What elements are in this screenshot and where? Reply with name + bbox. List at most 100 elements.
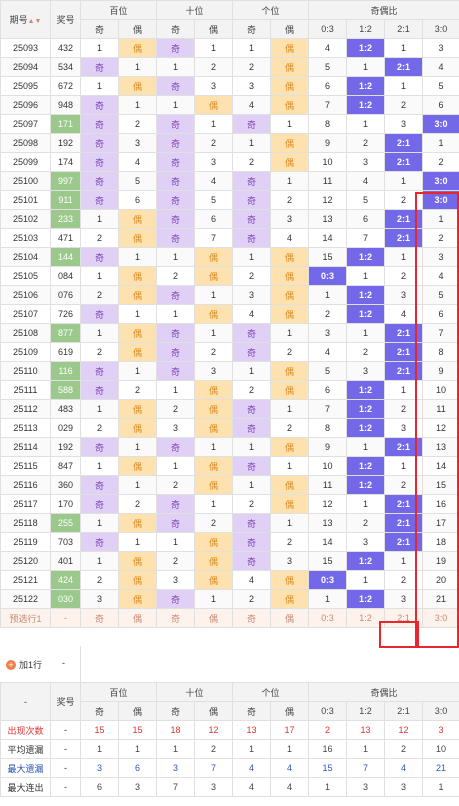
- tens-even-cell: 偶: [194, 266, 234, 286]
- ratio-0-3-cell: 9: [308, 437, 348, 457]
- ratio-3-0-cell: 17: [422, 513, 459, 533]
- issue-cell: 25114: [0, 437, 51, 457]
- stats-units-odd: 奇: [232, 701, 272, 721]
- stats-tens-even-value: 12: [194, 720, 234, 740]
- units-even-cell: 4: [270, 228, 310, 248]
- prize-number-cell: 116: [50, 361, 81, 381]
- tens-odd-cell: 奇: [156, 152, 196, 172]
- tens-even-cell: 偶: [194, 456, 234, 476]
- issue-column-header[interactable]: 期号▲▼: [0, 0, 51, 39]
- preselect-units-even[interactable]: 偶: [270, 608, 310, 628]
- stats-tens-odd-value: 3: [156, 758, 196, 778]
- ratio-3-0-cell: 3:0: [422, 171, 459, 191]
- ratio-3-0-cell: 6: [422, 304, 459, 324]
- stats-ratio-3-0-value: 10: [422, 739, 459, 759]
- preselect-tens-even[interactable]: 偶: [194, 608, 234, 628]
- units-even-cell: 偶: [270, 361, 310, 381]
- ratio-1-2-cell: 1:2: [346, 399, 386, 419]
- prize-number-cell: 192: [50, 133, 81, 153]
- ratio-1-2-cell: 1:2: [346, 589, 386, 609]
- stats-tens-even-value: 7: [194, 758, 234, 778]
- ratio-2-1-cell: 2:1: [384, 494, 424, 514]
- prize-number-cell: 619: [50, 342, 81, 362]
- tens-even-cell: 2: [194, 133, 234, 153]
- ratio-0-3-cell: 10: [308, 456, 348, 476]
- hundreds-even-cell: 偶: [117, 551, 158, 571]
- hundreds-odd-cell: 奇: [80, 304, 119, 324]
- tens-even-cell: 偶: [194, 551, 234, 571]
- units-even-cell: 1: [270, 171, 310, 191]
- preselect-row[interactable]: 预选行1- 奇偶奇偶奇偶 0:3 1:2 2:1 3:0: [0, 608, 459, 628]
- ratio-3-0-cell: 3:0: [422, 114, 459, 134]
- ratio-2-1-cell: 2:1: [384, 342, 424, 362]
- units-even-cell: 偶: [270, 76, 310, 96]
- ratio-2-1-cell: 2: [384, 95, 424, 115]
- hundreds-even-cell: 2: [117, 380, 158, 400]
- ratio-0-3-cell: 10: [308, 152, 348, 172]
- units-even-cell: 偶: [270, 380, 310, 400]
- stats-units-odd-value: 13: [232, 720, 272, 740]
- prize-number-cell: 672: [50, 76, 81, 96]
- units-even-cell: 偶: [270, 266, 310, 286]
- hundreds-odd-cell: 1: [80, 323, 119, 343]
- hundreds-odd-cell: 2: [80, 228, 119, 248]
- preselect-tens-odd[interactable]: 奇: [156, 608, 196, 628]
- units-odd-cell: 2: [232, 57, 272, 77]
- ratio-2-1-cell: 2: [384, 266, 424, 286]
- issue-cell: 25106: [0, 285, 51, 305]
- stats-hundreds-odd-value: 6: [80, 777, 119, 797]
- stats-tens-odd-value: 1: [156, 739, 196, 759]
- ratio-2-1-cell: 2:1: [384, 133, 424, 153]
- preselect-ratio-1-2[interactable]: 1:2: [346, 608, 386, 628]
- units-odd-cell: 1: [232, 133, 272, 153]
- hundreds-even-cell: 3: [117, 133, 158, 153]
- preselect-ratio-3-0[interactable]: 3:0: [422, 608, 459, 628]
- ratio-0-3-cell: 11: [308, 171, 348, 191]
- preselect-units-odd[interactable]: 奇: [232, 608, 272, 628]
- hundreds-odd-cell: 2: [80, 342, 119, 362]
- tens-even-cell: 2: [194, 57, 234, 77]
- stats-row-label: 出现次数: [0, 720, 51, 740]
- table-row: 25101 911 奇 6 奇 5 奇 2 12 5 2 3:0: [0, 190, 459, 210]
- ratio-1-2-cell: 2: [346, 513, 386, 533]
- units-even-cell: 偶: [270, 285, 310, 305]
- prize-number-cell: 170: [50, 494, 81, 514]
- table-row: 25097 171 奇 2 奇 1 奇 1 8 1 3 3:0: [0, 114, 459, 134]
- units-even-cell: 1: [270, 114, 310, 134]
- units-odd-cell: 2: [232, 152, 272, 172]
- ratio-2-1-cell: 1: [384, 380, 424, 400]
- tens-odd-cell: 奇: [156, 494, 196, 514]
- stats-row-label: 平均遗漏: [0, 739, 51, 759]
- units-even-cell: 偶: [270, 570, 310, 590]
- ratio-3-0-cell: 21: [422, 589, 459, 609]
- preselect-ratio-0-3[interactable]: 0:3: [308, 608, 348, 628]
- add-row-button[interactable]: + 加1行: [6, 658, 42, 671]
- units-odd-header: 奇: [232, 19, 272, 39]
- tens-odd-cell: 奇: [156, 437, 196, 457]
- ratio-1-2-cell: 1:2: [346, 456, 386, 476]
- sort-icon[interactable]: ▲▼: [27, 18, 42, 25]
- hundreds-even-cell: 1: [117, 437, 158, 457]
- preselect-ratio-2-1[interactable]: 2:1: [384, 608, 424, 628]
- ratio-2-1-cell: 2:1: [384, 532, 424, 552]
- table-row: 25105 084 1 偶 2 偶 2 偶 0:3 1 2 4: [0, 266, 459, 286]
- preselect-hundreds-odd[interactable]: 奇: [80, 608, 119, 628]
- tens-odd-cell: 奇: [156, 513, 196, 533]
- preselect-hundreds-even[interactable]: 偶: [117, 608, 158, 628]
- prize-number-cell: 171: [50, 114, 81, 134]
- hundreds-odd-cell: 奇: [80, 95, 119, 115]
- hundreds-odd-cell: 奇: [80, 171, 119, 191]
- units-odd-cell: 1: [232, 38, 272, 58]
- stats-units-header: 个位: [232, 682, 310, 702]
- ratio-2-1-cell: 2:1: [384, 228, 424, 248]
- stats-table: - 奖号 百位 十位 个位 奇偶比 奇 偶 奇 偶 奇 偶 0:3 1:2 2:…: [0, 682, 459, 797]
- prize-column-header: 奖号: [50, 0, 81, 39]
- ratio-0-3-cell: 12: [308, 494, 348, 514]
- hundreds-odd-cell: 1: [80, 76, 119, 96]
- stats-row-label: 最大遗漏: [0, 758, 51, 778]
- stats-label-header: -: [0, 682, 51, 721]
- tens-odd-cell: 奇: [156, 361, 196, 381]
- units-odd-cell: 1: [232, 437, 272, 457]
- ratio-3-0-cell: 1: [422, 209, 459, 229]
- units-odd-cell: 奇: [232, 228, 272, 248]
